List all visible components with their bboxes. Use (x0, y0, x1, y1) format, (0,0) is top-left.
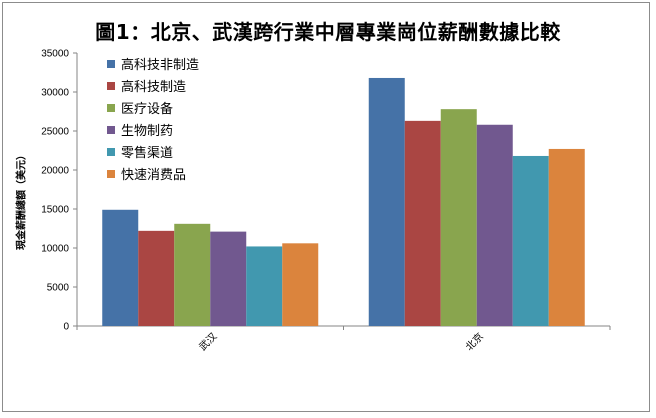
y-tick-label: 10000 (41, 244, 69, 255)
bar-1-4 (512, 155, 549, 326)
bar-1-1 (404, 120, 441, 326)
legend-label: 快速消费品 (121, 168, 186, 183)
legend-label: 医疗设备 (121, 101, 173, 117)
y-tick-label: 35000 (41, 49, 69, 60)
legend-swatch (107, 126, 115, 134)
x-category-label: 武汉 (196, 330, 219, 353)
y-tick-label: 15000 (41, 205, 69, 216)
legend-swatch (107, 170, 115, 178)
bar-0-0 (102, 209, 139, 326)
bar-1-5 (548, 148, 585, 326)
legend-label: 生物制药 (121, 124, 173, 139)
bar-0-2 (174, 223, 211, 326)
chart-title: 圖1：北京、武漢跨行業中層專業崗位薪酬數據比較 (95, 20, 561, 44)
x-category-label: 北京 (463, 330, 486, 353)
legend-swatch (107, 148, 115, 156)
bars (102, 77, 585, 327)
bar-1-3 (476, 124, 513, 326)
bar-1-0 (368, 77, 405, 327)
legend-swatch (107, 82, 115, 90)
bar-0-5 (282, 243, 319, 326)
bar-0-1 (138, 230, 175, 326)
y-tick-label: 5000 (47, 283, 70, 294)
y-tick-label: 25000 (41, 127, 69, 138)
bar-0-3 (210, 231, 247, 326)
y-tick-label: 30000 (41, 88, 69, 99)
bar-0-4 (246, 246, 283, 326)
y-tick-label: 0 (63, 322, 69, 333)
legend-swatch (107, 104, 115, 112)
y-tick-label: 20000 (41, 166, 69, 177)
legend-label: 高科技制造 (121, 79, 186, 95)
legend-swatch (107, 60, 115, 68)
legend-label: 高科技非制造 (121, 57, 199, 73)
legend-label: 零售渠道 (121, 145, 173, 161)
bar-1-2 (440, 109, 477, 326)
